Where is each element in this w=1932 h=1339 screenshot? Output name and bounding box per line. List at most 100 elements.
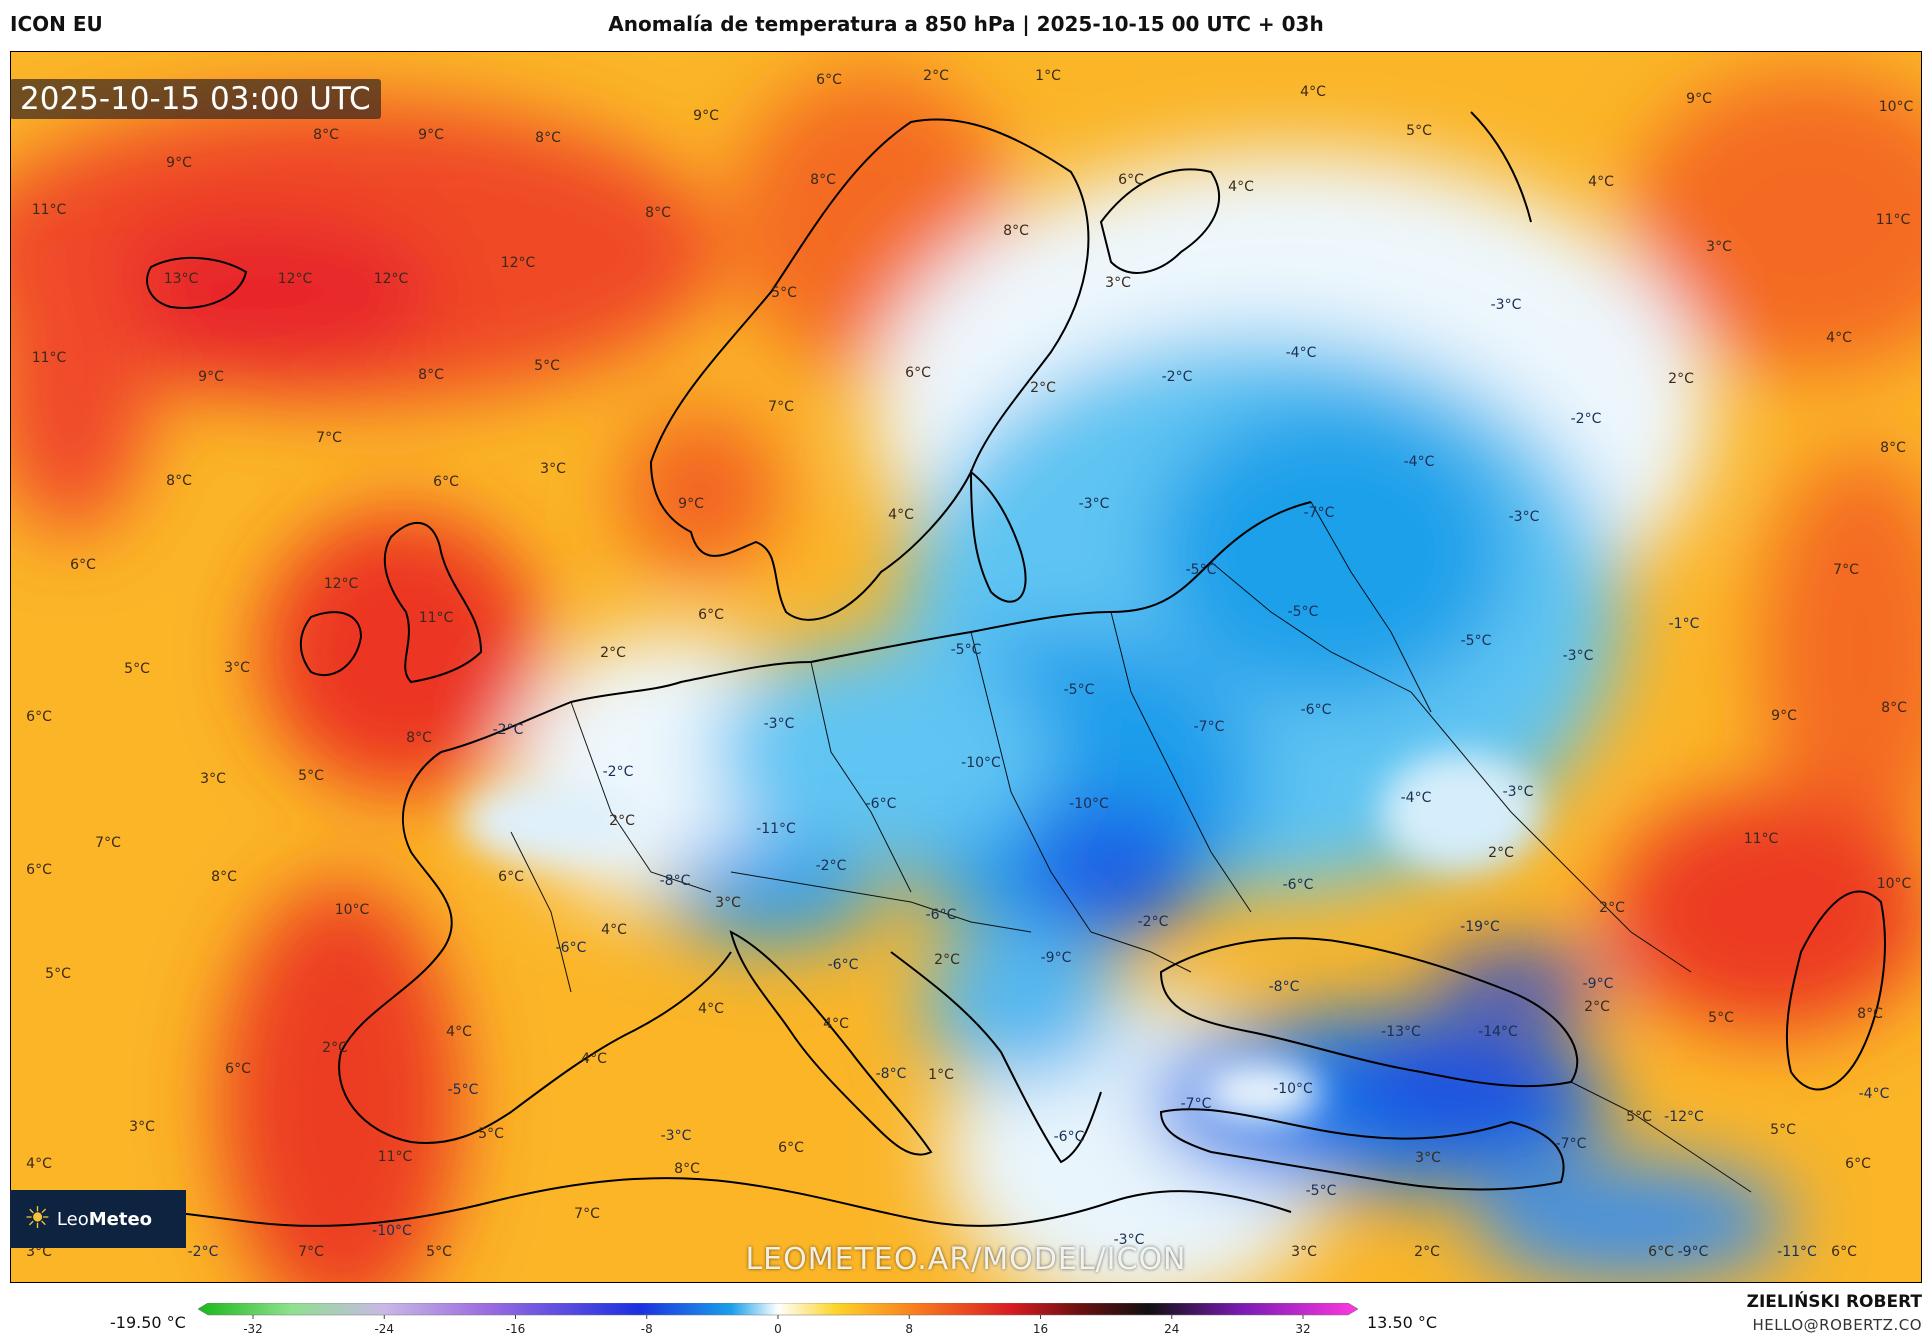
temperature-label: 8°C <box>645 205 671 221</box>
temperature-label: 7°C <box>768 399 794 415</box>
temperature-label: 4°C <box>1228 179 1254 195</box>
legend-tick-label: -24 <box>374 1322 394 1336</box>
temperature-label: 6°C <box>26 862 52 878</box>
legend-tick-label: -32 <box>243 1322 263 1336</box>
temperature-label: 2°C <box>1488 845 1514 861</box>
temperature-label: -6°C <box>926 907 957 923</box>
temperature-label: 9°C <box>1771 708 1797 724</box>
temperature-label: -3°C <box>1114 1232 1145 1248</box>
temperature-label: -6°C <box>1301 702 1332 718</box>
temperature-label: 2°C <box>600 645 626 661</box>
temperature-labels: 6°C 2°C 1°C 4°C 5°C 9°C 10°C 9°C 8°C 9°C 8°C 9°C 8°C… <box>26 68 1913 1260</box>
temperature-label: -12°C <box>1664 1109 1704 1125</box>
temperature-label: 7°C <box>574 1206 600 1222</box>
temperature-label: -19°C <box>1460 919 1500 935</box>
temperature-label: 8°C <box>166 473 192 489</box>
temperature-label: 6°C <box>816 72 842 88</box>
leometeo-logo: ☀ LeoMeteo <box>10 1190 186 1248</box>
temperature-label: 3°C <box>26 1244 52 1260</box>
temperature-label: 6°C <box>1118 172 1144 188</box>
temperature-label: 4°C <box>888 507 914 523</box>
temperature-label: 9°C <box>1686 91 1712 107</box>
temperature-label: 5°C <box>1406 123 1432 139</box>
temperature-label: -5°C <box>448 1082 479 1098</box>
temperature-label: -2°C <box>1138 914 1169 930</box>
temperature-label: -9°C <box>1678 1244 1709 1260</box>
temperature-label: -10°C <box>1069 796 1109 812</box>
temperature-label: -6°C <box>828 957 859 973</box>
temperature-label: 5°C <box>1770 1122 1796 1138</box>
valid-time-badge: 2025-10-15 03:00 UTC <box>10 79 381 119</box>
temperature-label: 6°C <box>1648 1244 1674 1260</box>
temperature-label: -9°C <box>1041 950 1072 966</box>
temperature-label: 4°C <box>26 1156 52 1172</box>
temperature-label: -11°C <box>1777 1244 1817 1260</box>
legend-tick-label: 8 <box>905 1322 913 1336</box>
temperature-label: -3°C <box>1503 784 1534 800</box>
temperature-label: 2°C <box>1584 999 1610 1015</box>
temperature-label: 8°C <box>810 172 836 188</box>
temperature-label: 8°C <box>313 127 339 143</box>
temperature-label: -2°C <box>493 722 524 738</box>
temperature-label: 2°C <box>322 1040 348 1056</box>
country-borders <box>510 501 1752 1193</box>
temperature-label: 12°C <box>278 271 313 287</box>
temperature-label: -3°C <box>1079 496 1110 512</box>
temperature-label: -5°C <box>1288 604 1319 620</box>
temperature-label: -5°C <box>951 642 982 658</box>
temperature-label: 6°C <box>1831 1244 1857 1260</box>
temperature-label: 10°C <box>1879 99 1914 115</box>
temperature-label: 4°C <box>698 1001 724 1017</box>
legend-tick-label: 16 <box>1033 1322 1048 1336</box>
temperature-label: 8°C <box>211 869 237 885</box>
temperature-label: -8°C <box>876 1066 907 1082</box>
temperature-label: 8°C <box>1881 700 1907 716</box>
temperature-label: -3°C <box>1509 509 1540 525</box>
temperature-label: -7°C <box>1304 505 1335 521</box>
temperature-label: 3°C <box>715 895 741 911</box>
temperature-label: -6°C <box>866 796 897 812</box>
temperature-label: 10°C <box>335 902 370 918</box>
temperature-label: -14°C <box>1478 1024 1518 1040</box>
temperature-label: 6°C <box>905 365 931 381</box>
temperature-label: -2°C <box>188 1244 219 1260</box>
temperature-label: 11°C <box>1744 831 1779 847</box>
temperature-label: 7°C <box>298 1244 324 1260</box>
temperature-label: 4°C <box>1588 174 1614 190</box>
temperature-label: 2°C <box>1414 1244 1440 1260</box>
temperature-label: -8°C <box>660 873 691 889</box>
author-email: HELLO@ROBERTZ.CO <box>1752 1316 1922 1334</box>
temperature-label: -1°C <box>1669 616 1700 632</box>
temperature-label: -13°C <box>1381 1024 1421 1040</box>
temperature-label: 2°C <box>1030 380 1056 396</box>
legend-tick-label: -16 <box>506 1322 526 1336</box>
temperature-label: 6°C <box>433 474 459 490</box>
legend-min-value: -19.50 °C <box>110 1313 186 1332</box>
temperature-label: 9°C <box>166 155 192 171</box>
temperature-label: -10°C <box>1273 1081 1313 1097</box>
temperature-label: 12°C <box>324 576 359 592</box>
temperature-label: 2°C <box>934 952 960 968</box>
temperature-label: -7°C <box>1194 719 1225 735</box>
temperature-label: -11°C <box>756 821 796 837</box>
temperature-label: -7°C <box>1181 1096 1212 1112</box>
temperature-label: 12°C <box>374 271 409 287</box>
sun-icon: ☀ <box>24 1201 51 1236</box>
temperature-label: -6°C <box>1283 877 1314 893</box>
temperature-label: 2°C <box>609 813 635 829</box>
temperature-label: 7°C <box>1833 562 1859 578</box>
temperature-label: 2°C <box>923 68 949 84</box>
anomaly-field <box>11 72 1921 1282</box>
temperature-label: -4°C <box>1859 1086 1890 1102</box>
temperature-anomaly-map: 6°C 2°C 1°C 4°C 5°C 9°C 10°C 9°C 8°C 9°C 8°C 9°C 8°C… <box>10 51 1922 1283</box>
temperature-label: -3°C <box>764 716 795 732</box>
temperature-label: 6°C <box>498 869 524 885</box>
temperature-label: 9°C <box>693 108 719 124</box>
anomaly-detail <box>461 752 1541 1122</box>
temperature-label: 1°C <box>1035 68 1061 84</box>
temperature-label: -2°C <box>1571 411 1602 427</box>
temperature-label: 6°C <box>778 1140 804 1156</box>
temperature-label: 8°C <box>1880 440 1906 456</box>
temperature-label: 11°C <box>1876 212 1911 228</box>
model-name: ICON EU <box>10 12 103 36</box>
